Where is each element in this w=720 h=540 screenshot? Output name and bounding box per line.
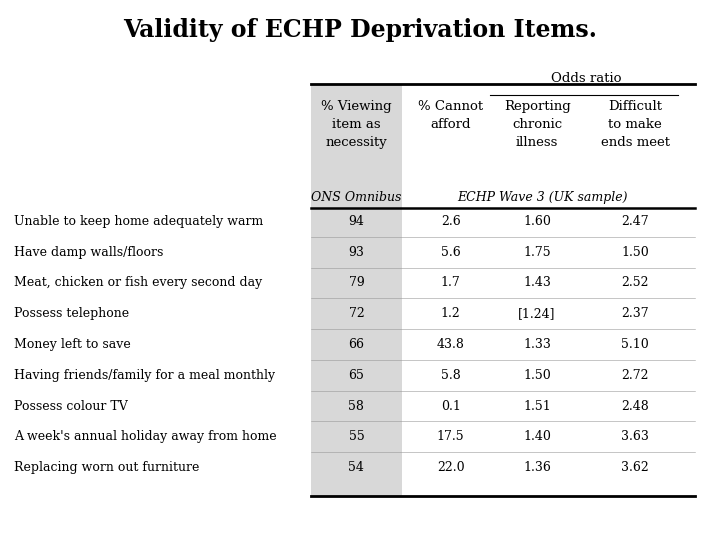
Text: 2.37: 2.37 (621, 307, 649, 320)
Text: Validity of ECHP Deprivation Items.: Validity of ECHP Deprivation Items. (123, 18, 597, 42)
Text: ONS Omnibus: ONS Omnibus (311, 191, 402, 204)
Text: 1.43: 1.43 (523, 276, 551, 289)
Text: A week's annual holiday away from home: A week's annual holiday away from home (14, 430, 277, 443)
Text: 43.8: 43.8 (437, 338, 464, 351)
Text: 1.33: 1.33 (523, 338, 551, 351)
Text: 72: 72 (348, 307, 364, 320)
Bar (311, 84, 402, 496)
Text: 65: 65 (348, 369, 364, 382)
Text: % Cannot
afford: % Cannot afford (418, 100, 483, 131)
Text: 93: 93 (348, 246, 364, 259)
Text: 17.5: 17.5 (437, 430, 464, 443)
Text: Unable to keep home adequately warm: Unable to keep home adequately warm (14, 215, 264, 228)
Text: Meat, chicken or fish every second day: Meat, chicken or fish every second day (14, 276, 263, 289)
Text: 2.48: 2.48 (621, 400, 649, 413)
Text: 54: 54 (348, 461, 364, 474)
Text: 2.52: 2.52 (621, 276, 649, 289)
Text: Reporting
chronic
illness: Reporting chronic illness (504, 100, 570, 149)
Text: Possess colour TV: Possess colour TV (14, 400, 128, 413)
Text: 3.62: 3.62 (621, 461, 649, 474)
Text: Have damp walls/floors: Have damp walls/floors (14, 246, 163, 259)
Text: ECHP Wave 3 (UK sample): ECHP Wave 3 (UK sample) (458, 191, 628, 204)
Text: 0.1: 0.1 (441, 400, 461, 413)
Text: 5.8: 5.8 (441, 369, 461, 382)
Text: Odds ratio: Odds ratio (551, 72, 621, 85)
Text: 1.2: 1.2 (441, 307, 461, 320)
Text: 55: 55 (348, 430, 364, 443)
Text: 1.50: 1.50 (523, 369, 551, 382)
Text: Money left to save: Money left to save (14, 338, 131, 351)
Text: % Viewing
item as
necessity: % Viewing item as necessity (321, 100, 392, 149)
Text: 1.36: 1.36 (523, 461, 551, 474)
Text: 1.50: 1.50 (621, 246, 649, 259)
Text: 58: 58 (348, 400, 364, 413)
Text: 22.0: 22.0 (437, 461, 464, 474)
Text: Replacing worn out furniture: Replacing worn out furniture (14, 461, 199, 474)
Text: 5.6: 5.6 (441, 246, 461, 259)
Text: 2.6: 2.6 (441, 215, 461, 228)
Text: Possess telephone: Possess telephone (14, 307, 130, 320)
Text: 5.10: 5.10 (621, 338, 649, 351)
Text: 66: 66 (348, 338, 364, 351)
Text: Difficult
to make
ends meet: Difficult to make ends meet (600, 100, 670, 149)
Text: 3.63: 3.63 (621, 430, 649, 443)
Text: [1.24]: [1.24] (518, 307, 556, 320)
Text: 79: 79 (348, 276, 364, 289)
Text: 94: 94 (348, 215, 364, 228)
Text: 1.40: 1.40 (523, 430, 551, 443)
Text: 2.47: 2.47 (621, 215, 649, 228)
Text: 1.51: 1.51 (523, 400, 551, 413)
Text: 1.60: 1.60 (523, 215, 551, 228)
Text: 2.72: 2.72 (621, 369, 649, 382)
Text: 1.75: 1.75 (523, 246, 551, 259)
Text: Having friends/family for a meal monthly: Having friends/family for a meal monthly (14, 369, 276, 382)
Text: 1.7: 1.7 (441, 276, 461, 289)
